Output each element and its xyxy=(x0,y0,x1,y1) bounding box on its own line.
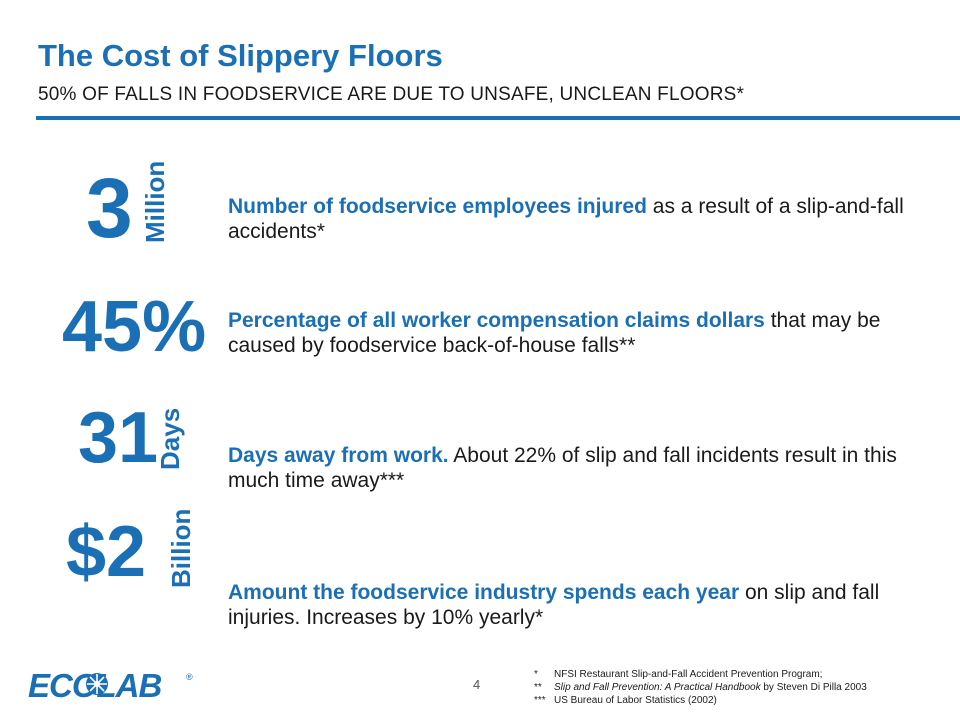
page-subtitle: 50% OF FALLS IN FOODSERVICE ARE DUE TO U… xyxy=(38,84,745,105)
stat-rest: as a result of a slip-and-fall accidents… xyxy=(228,195,904,243)
stat-unit-days: Days xyxy=(155,407,185,470)
stat-description-claims: Percentage of all worker compensation cl… xyxy=(228,308,938,358)
stat-description-days: Days away from work. About 22% of slip a… xyxy=(228,443,938,493)
footnote: *** US Bureau of Labor Statistics (2002) xyxy=(534,695,717,706)
ecolab-logo: ECOLAB ® xyxy=(28,667,193,702)
logo-registered-mark: ® xyxy=(186,672,193,682)
stat-description-spending: Amount the foodservice industry spends e… xyxy=(228,580,938,630)
stat-rest: that may be caused by foodservice back-o… xyxy=(228,309,881,357)
footnotes: * NFSI Restaurant Slip-and-Fall Accident … xyxy=(534,668,867,707)
page-title: The Cost of Slippery Floors xyxy=(38,38,443,73)
footnote: * NFSI Restaurant Slip-and-Fall Accident … xyxy=(534,669,823,680)
stat-unit-million: Million xyxy=(140,160,170,243)
stat-rest: on slip and fall injuries. Increases by … xyxy=(228,581,880,629)
stat-highlight: Days away from work. xyxy=(228,444,449,467)
stat-highlight: Number of foodservice employees injured xyxy=(228,195,647,218)
footnote: ** Slip and Fall Prevention: A Practical … xyxy=(534,682,867,693)
stat-number-spending: $2 xyxy=(66,512,147,592)
stat-number-days: 31 xyxy=(78,398,159,478)
stat-highlight: Amount the foodservice industry spends e… xyxy=(228,581,740,604)
header-divider xyxy=(36,116,960,120)
stat-unit-billion: Billion xyxy=(166,508,196,588)
stat-highlight: Percentage of all worker compensation cl… xyxy=(228,309,765,332)
logo-sunburst-icon xyxy=(86,673,108,695)
stat-number-employees: 3 xyxy=(86,161,133,255)
stat-rest: About 22% of slip and fall incidents res… xyxy=(228,444,897,492)
stat-description-employees: Number of foodservice employees injured … xyxy=(228,194,938,244)
page-number: 4 xyxy=(473,677,481,692)
stat-number-claims: 45% xyxy=(62,287,207,367)
